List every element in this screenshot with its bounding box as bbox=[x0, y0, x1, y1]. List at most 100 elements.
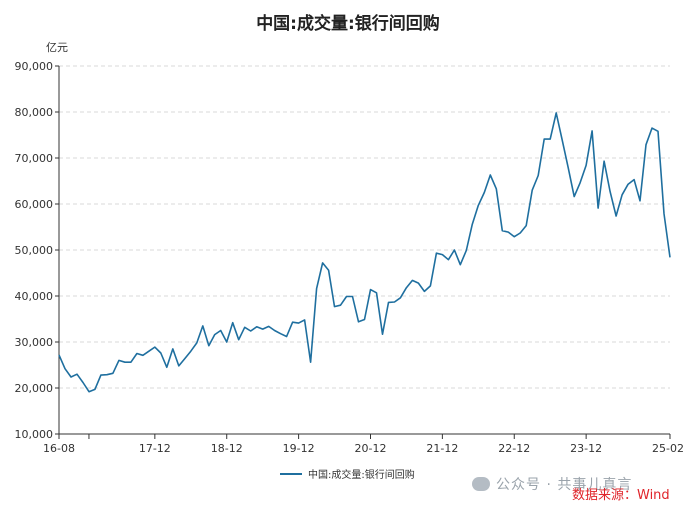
data-point[interactable] bbox=[190, 350, 192, 352]
data-point[interactable] bbox=[507, 231, 509, 233]
data-point[interactable] bbox=[621, 194, 623, 196]
data-point[interactable] bbox=[477, 204, 479, 206]
data-point[interactable] bbox=[256, 326, 258, 328]
data-point[interactable] bbox=[291, 321, 293, 323]
data-point[interactable] bbox=[208, 345, 210, 347]
data-point[interactable] bbox=[387, 301, 389, 303]
data-point[interactable] bbox=[471, 223, 473, 225]
data-point[interactable] bbox=[76, 373, 78, 375]
data-point[interactable] bbox=[178, 365, 180, 367]
data-point[interactable] bbox=[297, 322, 299, 324]
data-point[interactable] bbox=[226, 341, 228, 343]
data-point[interactable] bbox=[495, 188, 497, 190]
data-point[interactable] bbox=[345, 295, 347, 297]
data-point[interactable] bbox=[615, 215, 617, 217]
data-point[interactable] bbox=[561, 139, 563, 141]
data-point[interactable] bbox=[130, 361, 132, 363]
data-point[interactable] bbox=[633, 178, 635, 180]
data-point[interactable] bbox=[82, 381, 84, 383]
data-point[interactable] bbox=[549, 138, 551, 140]
data-point[interactable] bbox=[250, 330, 252, 332]
data-point[interactable] bbox=[196, 342, 198, 344]
data-point[interactable] bbox=[639, 200, 641, 202]
data-point[interactable] bbox=[543, 138, 545, 140]
data-point[interactable] bbox=[669, 256, 671, 258]
data-point[interactable] bbox=[513, 236, 515, 238]
data-point[interactable] bbox=[70, 376, 72, 378]
data-point[interactable] bbox=[160, 352, 162, 354]
data-point[interactable] bbox=[651, 127, 653, 129]
data-point[interactable] bbox=[268, 325, 270, 327]
data-point[interactable] bbox=[627, 183, 629, 185]
data-point[interactable] bbox=[309, 361, 311, 363]
data-point[interactable] bbox=[585, 164, 587, 166]
data-point[interactable] bbox=[232, 322, 234, 324]
data-point[interactable] bbox=[429, 285, 431, 287]
data-point[interactable] bbox=[333, 305, 335, 307]
data-point[interactable] bbox=[357, 321, 359, 323]
data-point[interactable] bbox=[154, 346, 156, 348]
data-point[interactable] bbox=[273, 329, 275, 331]
data-point[interactable] bbox=[579, 182, 581, 184]
data-point[interactable] bbox=[172, 348, 174, 350]
data-point[interactable] bbox=[573, 195, 575, 197]
data-point[interactable] bbox=[531, 189, 533, 191]
data-point[interactable] bbox=[327, 269, 329, 271]
data-point[interactable] bbox=[381, 333, 383, 335]
data-point[interactable] bbox=[321, 262, 323, 264]
data-point[interactable] bbox=[262, 328, 264, 330]
data-point[interactable] bbox=[657, 130, 659, 132]
data-point[interactable] bbox=[351, 295, 353, 297]
data-point[interactable] bbox=[363, 318, 365, 320]
data-point[interactable] bbox=[417, 282, 419, 284]
data-point[interactable] bbox=[238, 339, 240, 341]
data-point[interactable] bbox=[459, 264, 461, 266]
legend[interactable]: 中国:成交量:银行间回购 bbox=[280, 466, 415, 481]
data-point[interactable] bbox=[94, 388, 96, 390]
data-point[interactable] bbox=[64, 368, 66, 370]
data-point[interactable] bbox=[166, 366, 168, 368]
data-point[interactable] bbox=[465, 249, 467, 251]
data-point[interactable] bbox=[447, 259, 449, 261]
data-point[interactable] bbox=[339, 304, 341, 306]
data-point[interactable] bbox=[303, 319, 305, 321]
data-point[interactable] bbox=[285, 335, 287, 337]
data-point[interactable] bbox=[136, 352, 138, 354]
data-point[interactable] bbox=[184, 357, 186, 359]
data-point[interactable] bbox=[58, 354, 60, 356]
data-point[interactable] bbox=[411, 279, 413, 281]
data-point[interactable] bbox=[453, 249, 455, 251]
data-point[interactable] bbox=[88, 391, 90, 393]
data-point[interactable] bbox=[100, 374, 102, 376]
data-point[interactable] bbox=[591, 130, 593, 132]
data-point[interactable] bbox=[106, 374, 108, 376]
data-point[interactable] bbox=[537, 174, 539, 176]
data-point[interactable] bbox=[597, 207, 599, 209]
data-point[interactable] bbox=[645, 144, 647, 146]
data-point[interactable] bbox=[483, 191, 485, 193]
data-point[interactable] bbox=[118, 359, 120, 361]
data-point[interactable] bbox=[315, 287, 317, 289]
data-point[interactable] bbox=[244, 326, 246, 328]
data-point[interactable] bbox=[279, 333, 281, 335]
data-point[interactable] bbox=[375, 292, 377, 294]
data-point[interactable] bbox=[220, 329, 222, 331]
data-point[interactable] bbox=[519, 232, 521, 234]
data-point[interactable] bbox=[142, 354, 144, 356]
data-point[interactable] bbox=[663, 213, 665, 215]
data-point[interactable] bbox=[567, 167, 569, 169]
data-point[interactable] bbox=[555, 112, 557, 114]
data-point[interactable] bbox=[405, 287, 407, 289]
data-point[interactable] bbox=[435, 252, 437, 254]
data-point[interactable] bbox=[393, 301, 395, 303]
data-point[interactable] bbox=[489, 174, 491, 176]
data-point[interactable] bbox=[214, 333, 216, 335]
data-point[interactable] bbox=[501, 230, 503, 232]
data-point[interactable] bbox=[525, 224, 527, 226]
data-point[interactable] bbox=[399, 297, 401, 299]
data-point[interactable] bbox=[202, 325, 204, 327]
data-point[interactable] bbox=[369, 288, 371, 290]
data-point[interactable] bbox=[148, 350, 150, 352]
data-point[interactable] bbox=[112, 372, 114, 374]
data-point[interactable] bbox=[124, 361, 126, 363]
